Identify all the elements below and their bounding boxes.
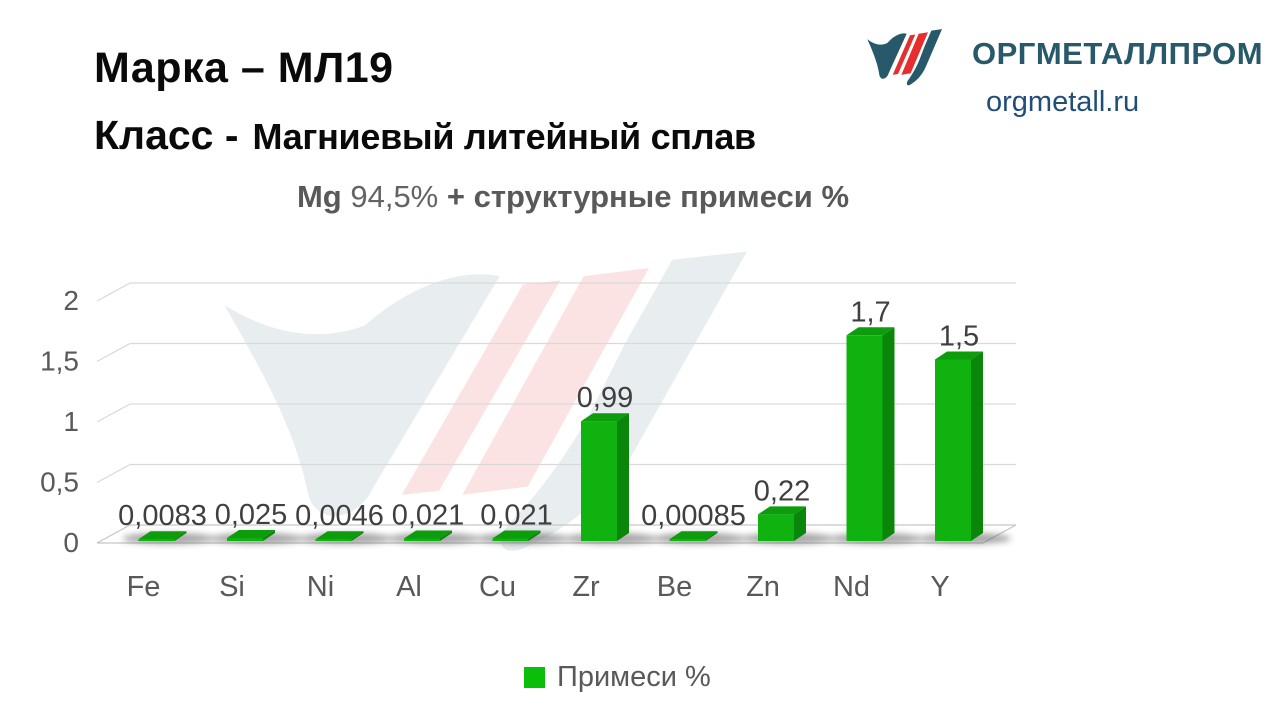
- bar-value-label: 0,00085: [641, 500, 746, 532]
- bar-side: [794, 506, 806, 541]
- subtitle-value: 94,5%: [350, 179, 439, 214]
- bar-side: [440, 530, 452, 541]
- grid-line-wall: [96, 342, 131, 363]
- bar-top: [935, 351, 983, 360]
- bar-front: [758, 514, 794, 541]
- bar-value-label: 0,22: [754, 475, 810, 507]
- bar-top: [492, 530, 541, 539]
- bar-value-label: 0,021: [392, 499, 465, 531]
- bar-value-label: 0,025: [215, 499, 288, 531]
- bar-side: [617, 413, 629, 541]
- bar-side: [971, 351, 983, 541]
- bar-front: [404, 538, 440, 541]
- x-axis-label: Y: [930, 571, 949, 603]
- bar-top: [227, 529, 275, 538]
- bar-front: [935, 359, 971, 541]
- bar-top: [758, 506, 806, 515]
- bar-shadow: [653, 533, 746, 544]
- bar-side: [882, 327, 895, 541]
- bar-top: [315, 531, 364, 540]
- x-axis-label: Be: [657, 571, 692, 603]
- legend-swatch: [524, 667, 545, 688]
- subtitle-element: Mg: [296, 179, 342, 214]
- bar-side: [263, 529, 275, 541]
- bar-top: [669, 531, 718, 540]
- bar-top: [846, 327, 895, 336]
- bar-side: [705, 531, 718, 541]
- bar-shadow: [742, 533, 834, 544]
- bar-shadow: [299, 533, 392, 544]
- bar-value-label: 0,0083: [118, 500, 207, 532]
- x-axis-label: Nd: [833, 571, 870, 603]
- bar-value-label: 0,021: [480, 499, 553, 531]
- y-axis-label: 1: [63, 406, 79, 437]
- bar-shadow: [388, 533, 480, 544]
- brand-watermark: [224, 251, 747, 551]
- bar-top: [138, 531, 187, 540]
- bar-value-label: 0,0046: [295, 500, 384, 532]
- bar-front: [492, 538, 529, 541]
- bar-front: [669, 539, 706, 541]
- bar-top: [404, 530, 452, 539]
- logo: ОРГМЕТАЛЛПРОМ orgmetall.ru: [866, 22, 1266, 122]
- page-title: Марка – МЛ19: [94, 44, 394, 92]
- x-axis-label: Cu: [479, 571, 516, 603]
- bar-shadow: [122, 533, 215, 544]
- grid-line-wall: [96, 282, 131, 302]
- bar-front: [846, 335, 883, 541]
- bar-value-label: 1,7: [850, 296, 890, 328]
- chart-legend: Примеси %: [524, 661, 711, 694]
- bar-front: [581, 421, 617, 541]
- bar-front: [138, 539, 175, 541]
- x-axis-label: Fe: [127, 571, 161, 603]
- y-axis-label: 0,5: [40, 467, 79, 498]
- bar-side: [174, 531, 187, 541]
- brand-swoosh-icon: [867, 29, 942, 86]
- bar-shadow: [830, 533, 923, 544]
- bar-value-label: 1,5: [939, 321, 979, 353]
- bar-side: [528, 530, 541, 541]
- bar-front: [227, 537, 263, 541]
- subtitle-suffix: + структурные примеси %: [446, 179, 850, 214]
- y-axis-label: 1,5: [40, 346, 79, 377]
- grid-line-wall: [96, 403, 131, 423]
- brand-name: ОРГМЕТАЛЛПРОМ: [972, 36, 1264, 71]
- brand-site-url: orgmetall.ru: [986, 86, 1140, 118]
- x-axis-label: Al: [396, 571, 422, 603]
- bar-value-label: 0,99: [577, 382, 633, 414]
- x-axis-label: Ni: [307, 571, 334, 603]
- bar-shadow: [565, 533, 657, 544]
- class-line: Класс - Магниевый литейный сплав: [94, 112, 756, 159]
- legend-label: Примеси %: [557, 661, 711, 693]
- chart-subtitle: Mg 94,5% + структурные примеси %: [173, 179, 973, 215]
- bar-top: [581, 413, 629, 422]
- class-label: Класс -: [94, 112, 239, 158]
- bar-side: [351, 531, 364, 541]
- bar-shadow: [919, 533, 1011, 544]
- bar-front: [315, 539, 352, 541]
- class-value: Магниевый литейный сплав: [252, 116, 757, 157]
- y-axis-label: 0: [63, 527, 79, 558]
- grid-line-wall: [96, 463, 131, 484]
- x-axis-label: Zr: [572, 571, 600, 603]
- y-axis-label: 2: [63, 285, 79, 316]
- x-axis-label: Si: [219, 571, 245, 603]
- bar-shadow: [211, 533, 303, 544]
- bar-shadow: [476, 533, 569, 544]
- x-axis-label: Zn: [746, 571, 780, 603]
- chart-floor: [96, 524, 1017, 544]
